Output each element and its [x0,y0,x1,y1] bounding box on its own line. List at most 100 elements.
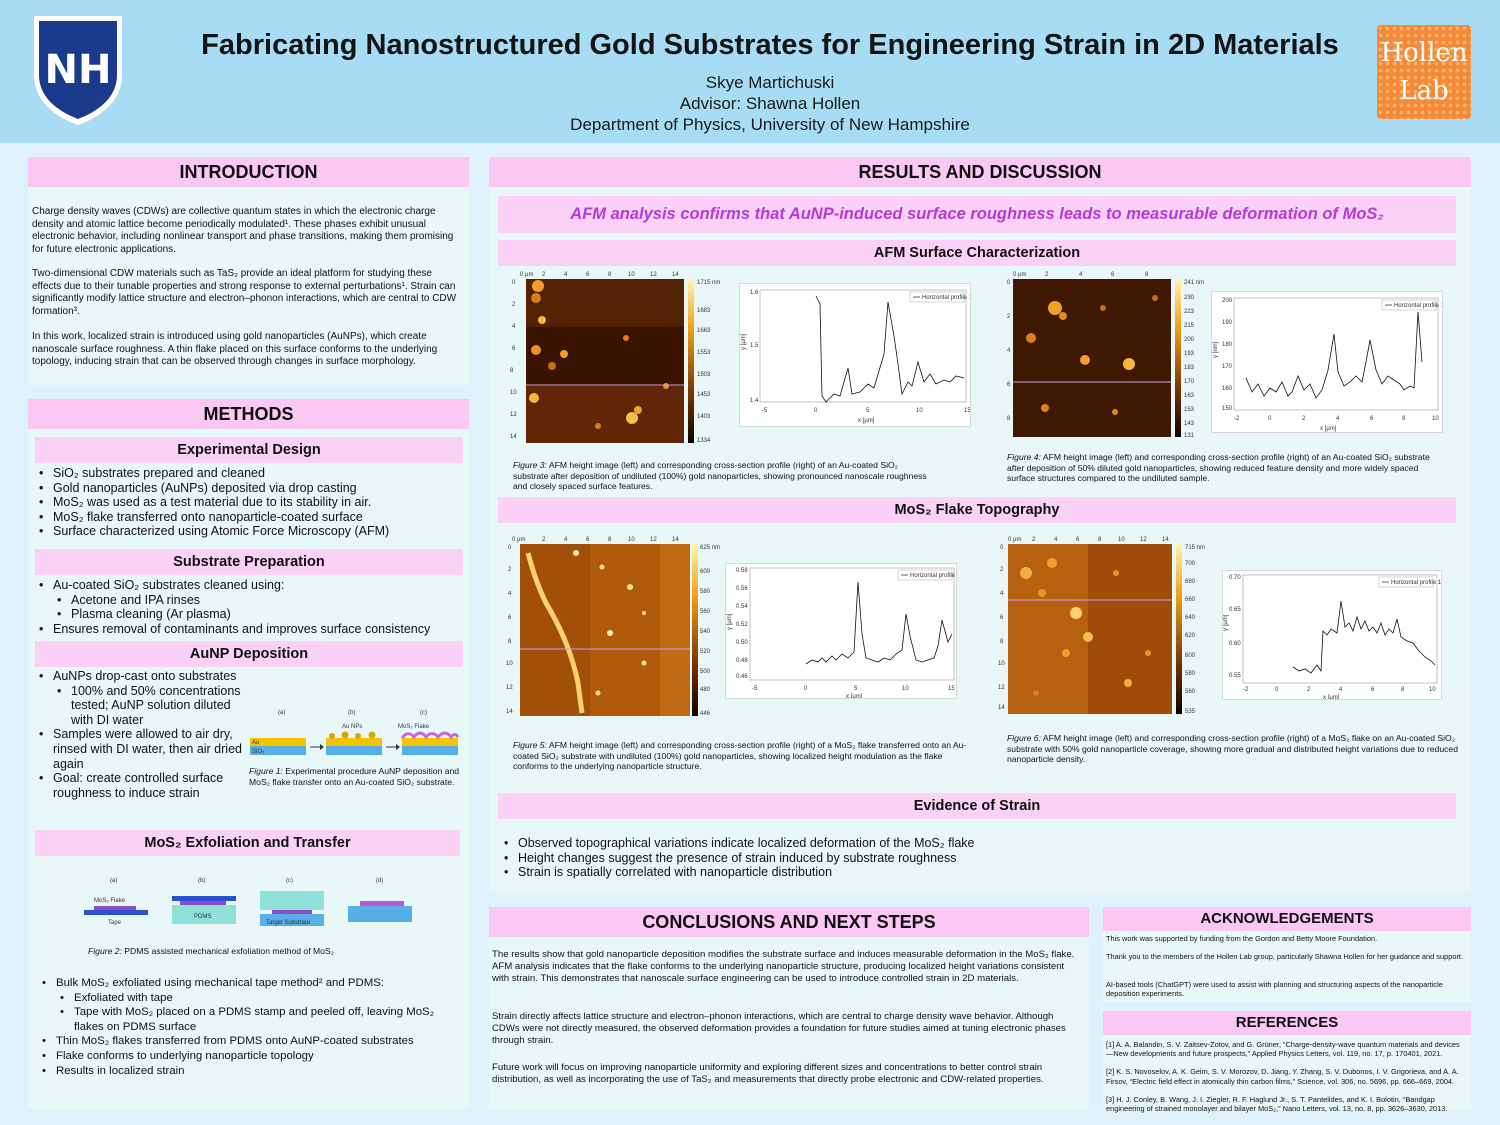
fig5-scale-label: 560 [700,609,711,615]
fig5-scale-label: 600 [700,569,711,575]
fig5-caption-lead: Figure 5: [513,740,547,750]
fig2-flake-label: MoS₂ Flake [94,898,126,904]
figure-1-caption: Figure 1: Experimental procedure AuNP de… [249,766,461,787]
fig3-scale-label: 1683 [697,308,711,314]
fig4-scale-label: 183 [1184,365,1195,371]
fig4-left-tick: 8 [1007,416,1011,422]
fig1-au-label: Au [252,740,259,746]
fig5-legend-text: Horizontal profile 1 [910,573,957,579]
list-item: Height changes suggest the presence of s… [500,851,1400,866]
fig6-scale-label: 600 [1185,653,1196,659]
fig6-colorbar [1176,544,1182,714]
fig1-sio2-label: SiO₂ [252,749,265,755]
fig3-x-tick: -5 [762,408,768,414]
fig5-particle [607,630,613,636]
fig6-particle [1020,567,1032,579]
fig6-left-tick: 4 [1000,591,1004,597]
fig6-scale-label: 660 [1185,597,1196,603]
fig6-top-tick: 8 [1098,537,1102,543]
figure-5-afm-image: 0 µm 2 4 6 8 10 12 14 0 2 4 6 8 10 12 14… [506,537,720,717]
fig6-profile-trace [1292,600,1436,674]
fig4-scale-label: 163 [1184,393,1195,399]
aunp-deposition-list: AuNPs drop-cast onto substrates 100% and… [35,669,245,800]
fig3-scale-label: 1334 [697,438,711,444]
list-item: Surface characterized using Atomic Force… [35,524,465,539]
fig6-left-tick: 2 [1000,567,1004,573]
fig5-top-tick: 2 [542,537,546,543]
fig6-um-label: 0 µm [1008,537,1021,543]
fig6-particle [1124,679,1132,687]
fig5-x-tick: 5 [854,686,858,692]
fig5-left-tick: 8 [508,639,512,645]
fig3-particle [538,316,546,324]
fig4-x-tick: 0 [1268,416,1272,422]
fig3-terrace [526,386,684,443]
fig4-particle [1048,301,1062,315]
fig3-particle [532,280,544,292]
fig6-x-tick: 8 [1401,687,1405,693]
fig3-profile-trace [815,295,965,403]
fig5-top-tick: 4 [564,537,568,543]
list-item: Thin MoS₂ flakes transferred from PDMS o… [38,1034,458,1049]
fig5-particle [595,690,601,696]
fig5-top-tick: 8 [608,537,612,543]
list-item: Exfoliated with tape [38,991,458,1006]
substrate-preparation-list: Au-coated SiO₂ substrates cleaned using:… [35,578,465,636]
fig1-sio2-layer-c [402,746,458,755]
list-item: Bulk MoS₂ exfoliated using mechanical ta… [38,976,458,991]
fig6-y-tick: 0.55 [1229,673,1241,679]
ack-paragraph-1: This work was supported by funding from … [1106,934,1378,943]
reference-item: [3] H. J. Conley, B. Wang, J. I. Ziegler… [1106,1094,1448,1114]
fig4-particle [1112,409,1118,415]
fig6-left-tick: 12 [998,685,1005,691]
list-item: Tape with MoS₂ placed on a PDMS stamp an… [38,1005,458,1034]
fig3-y-label: y [µm] [741,333,747,350]
fig3-y-tick: 1.5 [750,343,759,349]
fig6-caption-text: AFM height image (left) and correspondin… [1007,733,1458,765]
fig4-x-tick: 8 [1402,416,1406,422]
author-name: Skye Martichuski [705,73,835,92]
fig3-scale-label: 1403 [697,414,711,420]
fig4-scale-label: 215 [1184,323,1195,329]
fig5-scale-labels: 625 nm 600 580 560 540 520 500 480 446 [700,545,720,717]
poster-title: Fabricating Nanostructured Gold Substrat… [201,29,1339,61]
fig3-x-tick: 10 [916,408,923,414]
fig4-top-tick: 6 [1111,272,1115,278]
fig3-legend [909,291,965,303]
hollen-lab-logo: Hollen Lab [1377,25,1471,119]
fig2-pdms-c [260,891,324,910]
fig5-particle [573,550,579,556]
fig5-particle [641,660,647,666]
fig4-y-tick: 160 [1222,386,1233,392]
fig2-tape-label: Tape [108,920,122,926]
fig3-particle [531,293,541,303]
fig3-left-tick: 8 [510,368,514,374]
fig4-scale-label: 193 [1184,351,1195,357]
poster-header: NH Fabricating Nanostructured Gold Subst… [0,0,1500,143]
intro-paragraph-1: Charge density waves (CDWs) are collecti… [32,206,454,255]
fig2-label-a: (a) [110,878,117,884]
fig3-x-tick: 0 [814,408,818,414]
fig6-scale-label: 560 [1185,689,1196,695]
fig6-top-tick: 14 [1162,537,1169,543]
fig1-au-layer-b [326,738,382,746]
introduction-heading: INTRODUCTION [28,157,469,187]
fig3-top-tick: 4 [564,272,568,278]
substrate-preparation-heading: Substrate Preparation [35,549,463,575]
fig6-left-tick: 10 [998,661,1005,667]
fig6-top-tick: 10 [1118,537,1125,543]
fig6-left-tick: 14 [998,705,1005,711]
fig6-particle [1083,632,1093,642]
fig2-pdms-label: PDMS [194,914,211,920]
fig4-caption-text: AFM height image (left) and correspondin… [1007,452,1430,484]
list-item: SiO₂ substrates prepared and cleaned [35,466,465,481]
fig4-colorbar [1175,279,1181,437]
reference-list: [1] A. A. Balandin, S. V. Zaitsev-Zotov,… [1106,1040,1466,1122]
fig6-x-tick: 4 [1339,687,1343,693]
hollen-logo-line1: Hollen [1380,38,1468,68]
fig6-y-tick: 0.70 [1229,575,1241,581]
fig3-caption-text: AFM height image (left) and correspondin… [513,460,927,492]
fig3-y-tick: 1.6 [750,290,759,296]
fig4-profile-trace [1245,311,1423,399]
list-item: Samples were allowed to air dry, rinsed … [35,727,245,771]
